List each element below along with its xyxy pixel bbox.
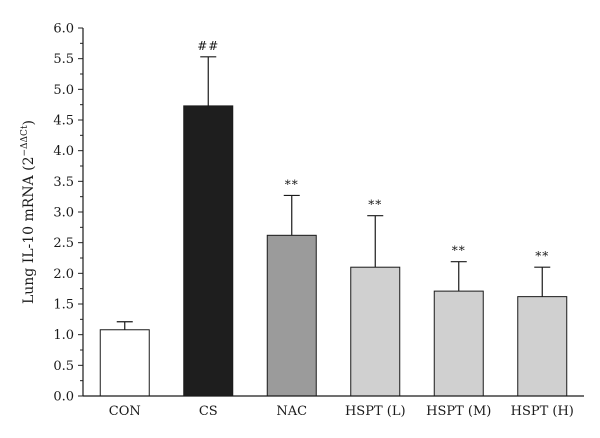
axes-frame-group	[82, 28, 584, 397]
y-axis-title-main: Lung IL-10 mRNA (2	[21, 156, 37, 304]
bar-hspt-m	[433, 290, 484, 397]
y-tick-label: 0.5	[53, 359, 74, 374]
y-tick-label: 4.5	[53, 114, 74, 129]
x-category-label: HSPT (L)	[345, 404, 406, 419]
significance-label: ##	[197, 39, 219, 53]
error-bars-group	[116, 56, 551, 330]
y-tick-label: 4.0	[53, 144, 74, 159]
significance-label: **	[535, 249, 549, 263]
significance-label: **	[285, 177, 299, 191]
y-tick-label: 3.5	[53, 175, 74, 190]
y-tick-label: 6.0	[53, 22, 74, 37]
y-ticks-group: 0.0 0.5 1.0 1.5 2.0 2.5 3.0 3.5 4.0 4.5 5.0 5.5 6.0	[53, 22, 83, 405]
y-axis-title-superscript: −ΔΔCt	[20, 125, 30, 156]
x-category-label: HSPT (M)	[426, 404, 491, 419]
y-tick-label: 2.0	[53, 267, 74, 282]
x-category-label: NAC	[276, 404, 307, 419]
x-category-label: CON	[109, 404, 141, 419]
bar-con	[99, 329, 150, 397]
bar-hspt-h	[517, 296, 568, 397]
y-axis-title-group: Lung IL-10 mRNA (2−ΔΔCt)	[20, 120, 37, 304]
y-tick-label: 2.5	[53, 236, 74, 251]
y-tick-label: 5.5	[53, 52, 74, 67]
bar-nac	[266, 234, 317, 397]
y-tick-label: 1.0	[53, 328, 74, 343]
y-tick-label: 3.0	[53, 206, 74, 221]
y-tick-label: 5.0	[53, 83, 74, 98]
y-axis-title: Lung IL-10 mRNA (2−ΔΔCt)	[20, 120, 37, 304]
significance-labels-group: ## ** ** ** **	[197, 39, 549, 263]
y-tick-label: 1.5	[53, 298, 74, 313]
y-tick-label: 0.0	[53, 390, 74, 405]
significance-label: **	[452, 244, 466, 258]
x-labels-group: CON CS NAC HSPT (L) HSPT (M) HSPT (H)	[109, 404, 574, 419]
bar-cs	[183, 105, 234, 397]
bar-hspt-l	[350, 266, 401, 397]
significance-label: **	[368, 198, 382, 212]
bars-group	[99, 105, 568, 397]
y-axis-title-suffix: )	[21, 120, 37, 125]
x-category-label: HSPT (H)	[511, 404, 574, 419]
x-category-label: CS	[199, 404, 218, 419]
